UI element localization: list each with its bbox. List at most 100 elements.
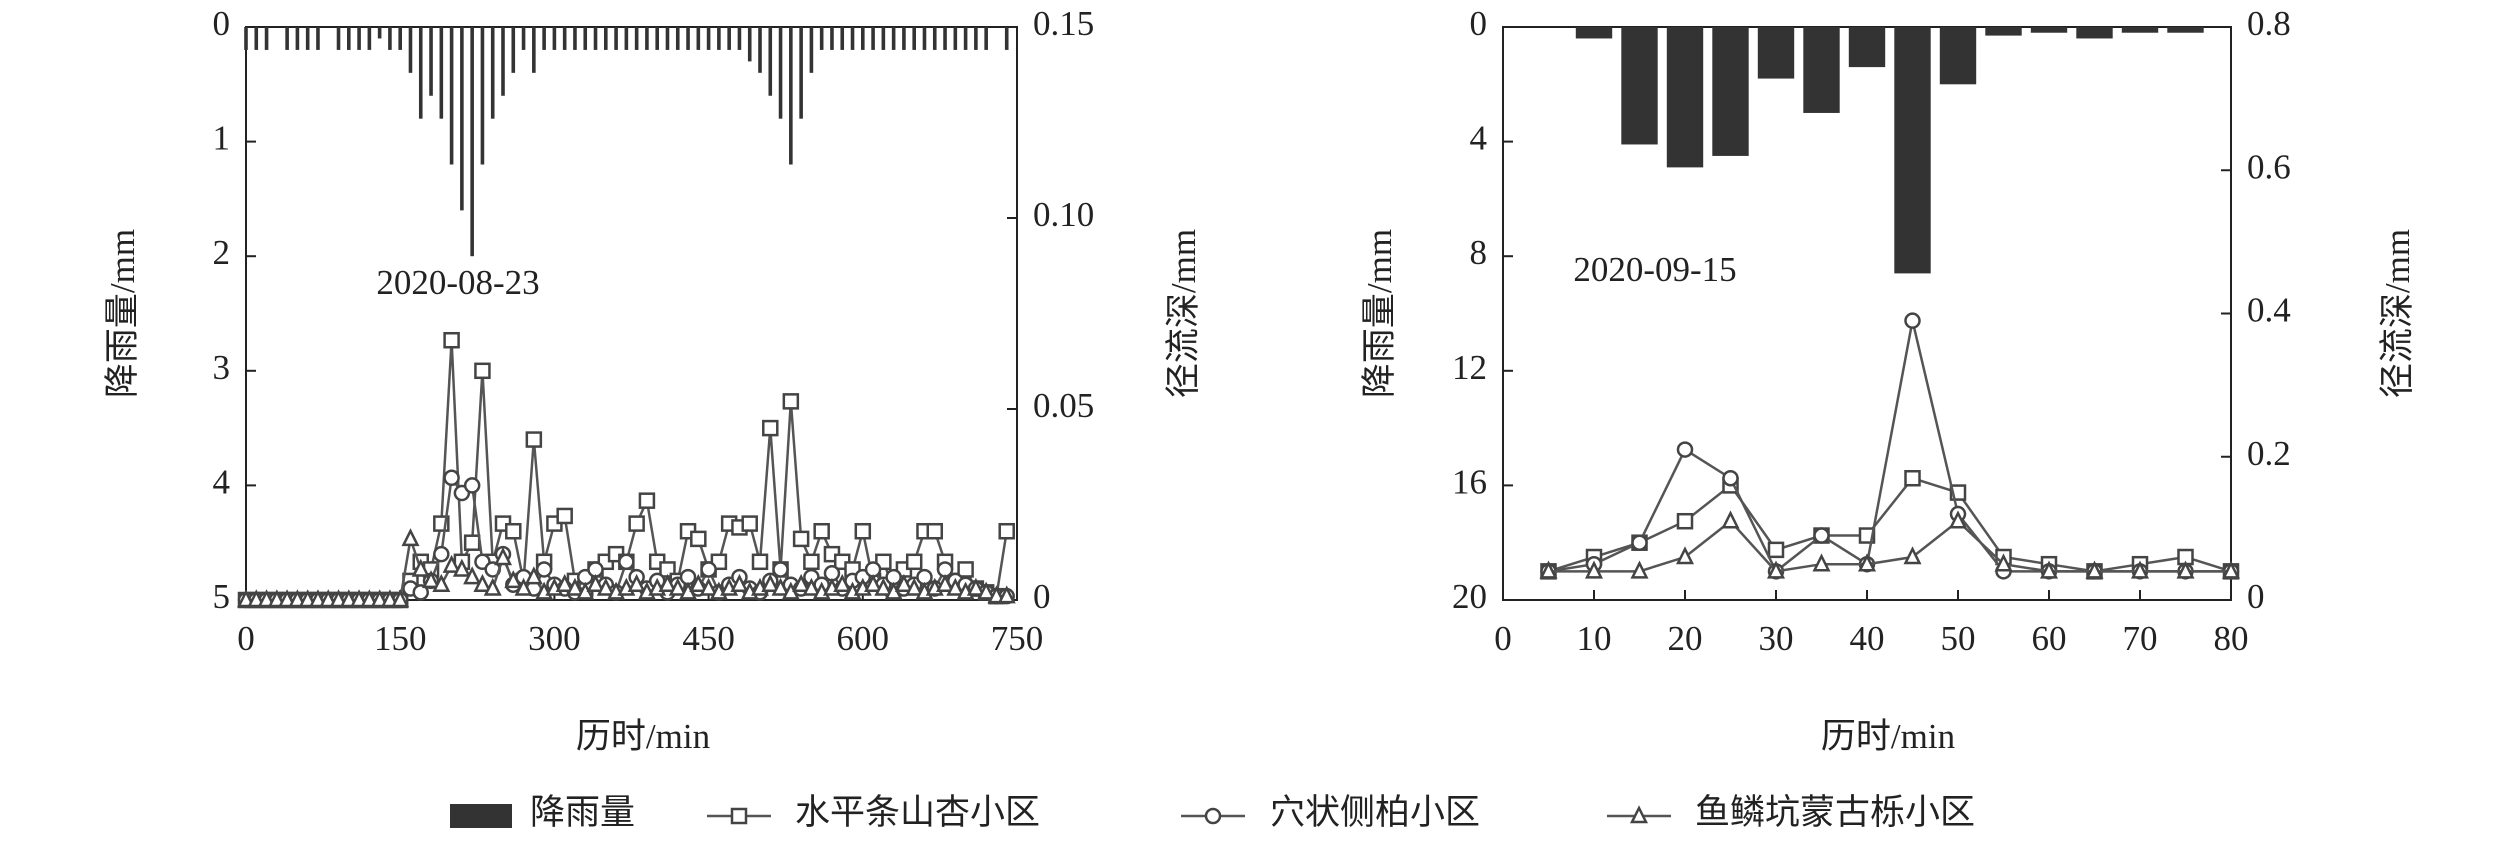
rain-bar	[336, 27, 341, 50]
x-tick-label: 50	[1941, 619, 1976, 658]
rain-bar	[460, 27, 464, 211]
marker-square	[628, 515, 645, 532]
marker-triangle	[689, 573, 708, 592]
marker-triangle	[833, 573, 852, 592]
rain-bar	[449, 27, 454, 165]
x-axis-label: 历时/min	[576, 717, 710, 756]
rain-bar	[819, 27, 824, 50]
rain-bar	[552, 27, 557, 50]
rain-bar	[984, 27, 988, 50]
marker-circle	[1631, 534, 1648, 551]
marker-triangle	[257, 589, 276, 608]
rain-bar	[593, 27, 598, 50]
rain-bar	[634, 27, 639, 50]
legend-label: 鱼鳞坑蒙古栎小区	[1695, 793, 1975, 832]
rain-bar	[727, 27, 731, 50]
x-axis-label: 历时/min	[1821, 717, 1955, 756]
marker-square	[803, 553, 820, 571]
marker-circle	[618, 553, 635, 571]
rain-bar	[912, 27, 916, 50]
rain-bar	[367, 27, 372, 50]
marker-square	[1767, 541, 1785, 559]
rain-bar	[480, 27, 485, 165]
rain-bar	[850, 27, 855, 50]
marker-triangle	[596, 577, 615, 596]
rain-bar	[418, 27, 423, 119]
rain-bar	[347, 27, 351, 50]
legend-marker	[1629, 805, 1649, 824]
marker-triangle	[360, 589, 379, 608]
marker-triangle	[278, 589, 297, 608]
rain-bar	[737, 27, 742, 50]
marker-square	[926, 522, 944, 540]
marker-triangle	[997, 585, 1016, 604]
rain-bar	[285, 27, 289, 50]
y-axis-label: 降雨量/mm	[1360, 229, 1399, 398]
y2-axis-label: 径流深/mm	[2378, 229, 2417, 398]
y-tick-label: 4	[213, 462, 231, 501]
marker-triangle	[463, 566, 482, 585]
y-tick-label: 4	[1470, 119, 1488, 158]
rain-bar	[357, 27, 361, 50]
rain-bar	[244, 27, 248, 50]
x-tick-label: 450	[682, 619, 735, 658]
y2-tick-label: 0.2	[2247, 434, 2291, 473]
marker-square	[741, 515, 758, 532]
marker-triangle	[555, 573, 574, 592]
marker-triangle	[864, 573, 883, 592]
rain-bar	[747, 27, 752, 62]
marker-triangle	[2085, 560, 2104, 579]
rain-bar	[2030, 27, 2068, 33]
marker-triangle	[792, 573, 811, 592]
marker-triangle	[2176, 560, 2195, 579]
marker-triangle	[1584, 560, 1604, 579]
marker-triangle	[1994, 553, 2013, 572]
y2-tick-label: 0	[2247, 577, 2265, 616]
legend-marker	[1204, 807, 1222, 825]
rain-bar	[2121, 27, 2159, 33]
x-tick-label: 300	[528, 619, 581, 658]
rain-bar	[501, 27, 505, 96]
marker-triangle	[658, 573, 677, 592]
marker-square	[443, 331, 460, 349]
rain-bar	[943, 27, 947, 50]
legend-marker	[730, 807, 748, 825]
rain-bar	[758, 27, 762, 73]
marker-triangle	[236, 589, 256, 608]
rain-bar	[511, 27, 516, 73]
rain-bar	[706, 27, 711, 50]
marker-square	[556, 507, 573, 525]
y2-tick-label: 0.6	[2247, 147, 2291, 186]
y-tick-label: 3	[213, 348, 231, 387]
rain-bar	[264, 27, 269, 50]
marker-triangle	[288, 589, 307, 608]
x-tick-label: 750	[991, 619, 1044, 658]
marker-triangle	[514, 577, 533, 596]
marker-triangle	[966, 577, 985, 596]
marker-triangle	[668, 577, 687, 596]
rain-bar	[891, 27, 896, 50]
runoff-line	[1548, 519, 2231, 573]
rain-bar	[932, 27, 937, 50]
marker-square	[998, 522, 1015, 540]
marker-triangle	[1903, 546, 1922, 565]
marker-circle	[443, 469, 460, 487]
marker-triangle	[298, 589, 317, 608]
x-tick-label: 0	[1494, 619, 1512, 658]
marker-circle	[700, 561, 717, 578]
y-axis-label: 降雨量/mm	[103, 229, 142, 398]
marker-circle	[463, 477, 481, 494]
y-tick-label: 2	[213, 233, 231, 272]
rain-bar	[675, 27, 680, 50]
marker-square	[813, 522, 830, 540]
x-tick-label: 30	[1759, 619, 1794, 658]
y2-tick-label: 0.4	[2247, 291, 2291, 330]
marker-square	[505, 522, 522, 540]
y2-tick-label: 0.8	[2247, 4, 2291, 43]
rain-bar	[768, 27, 773, 96]
marker-triangle	[308, 589, 327, 608]
marker-triangle	[1857, 553, 1877, 572]
rain-bar	[655, 27, 659, 50]
rain-bar	[305, 27, 310, 50]
rain-bar	[1894, 27, 1931, 274]
